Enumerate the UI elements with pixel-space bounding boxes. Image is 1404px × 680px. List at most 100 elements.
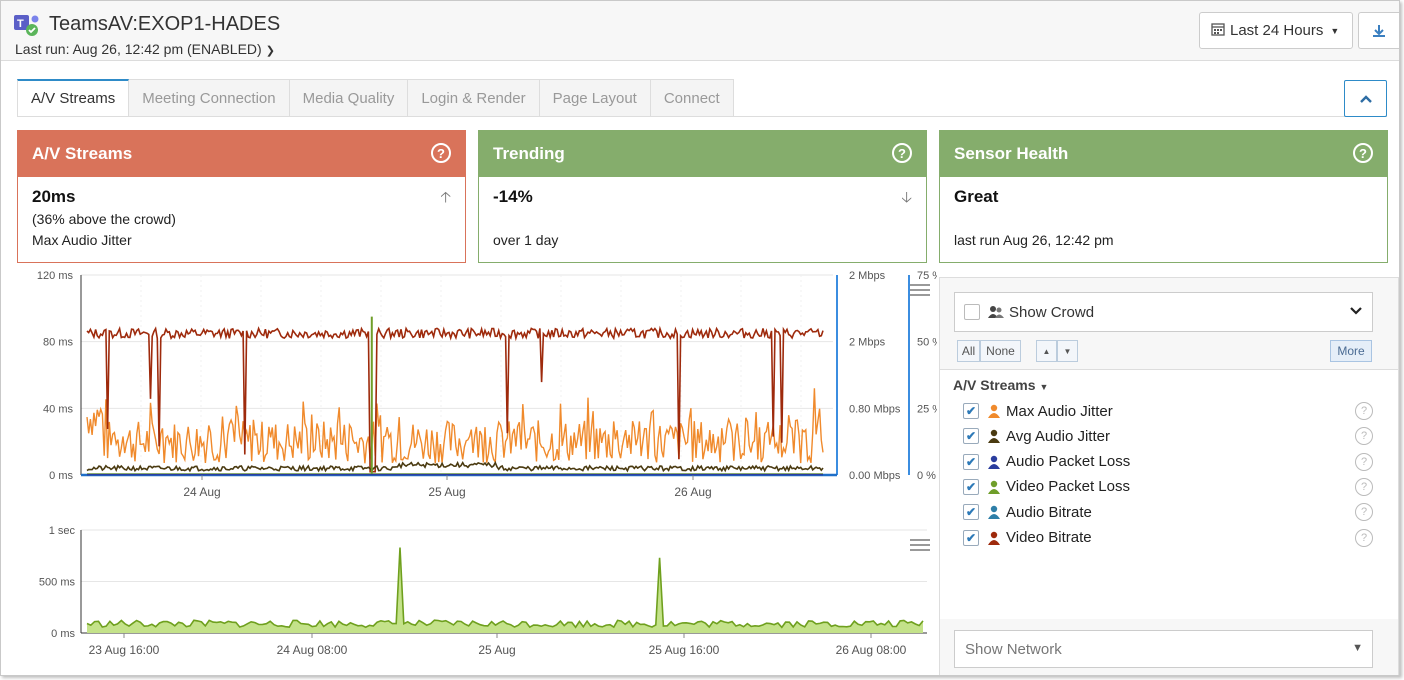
card-last-run: last run Aug 26, 12:42 pm: [954, 232, 1114, 248]
x-tick-label: 24 Aug 08:00: [277, 643, 348, 657]
select-all-button[interactable]: All: [957, 340, 980, 362]
x-tick-label: 25 Aug 16:00: [649, 643, 720, 657]
caret-down-icon: ▼: [1330, 25, 1340, 36]
tab-av-streams[interactable]: A/V Streams: [17, 79, 130, 117]
checkbox-checked-icon[interactable]: ✔: [963, 504, 979, 521]
x-tick-label: 25 Aug: [428, 485, 465, 499]
person-icon: [988, 430, 1000, 444]
card-header: A/V Streams ?: [18, 131, 465, 177]
tab-meeting-connection[interactable]: Meeting Connection: [129, 79, 290, 117]
tab-media-quality[interactable]: Media Quality: [289, 79, 409, 117]
more-button[interactable]: More: [1330, 340, 1372, 362]
y-right-tick-label: 0.00 Mbps: [849, 470, 901, 482]
metric-item[interactable]: ✔ Avg Audio Jitter?: [963, 425, 1373, 447]
arrow-down-icon: 🡣: [901, 189, 912, 206]
response-time-chart: 1 sec 500 ms 0 ms 23 Aug 16:00 24 Aug 08:00 2…: [17, 522, 937, 662]
show-crowd-label: Show Crowd: [1009, 303, 1095, 321]
metrics-panel: Show Crowd All None ▲ ▼ More A/V Streams…: [939, 277, 1399, 675]
card-header: Trending ?: [479, 131, 926, 177]
x-tick-label: 23 Aug 16:00: [89, 643, 160, 657]
arrow-up-icon: 🡡: [440, 189, 451, 206]
divider: [940, 369, 1398, 370]
checkbox-checked-icon[interactable]: ✔: [963, 403, 979, 419]
av-streams-chart: 120 ms 2 Mbps 75 % 80 ms 2 Mbps 50 % 40 ms 0.80…: [17, 267, 942, 507]
help-icon[interactable]: ?: [1355, 528, 1373, 547]
tab-login-render[interactable]: Login & Render: [408, 79, 540, 117]
caret-down-icon: ▼: [1063, 346, 1072, 356]
time-range-dropdown[interactable]: Last 24 Hours ▼: [1199, 12, 1353, 49]
av-streams-card: A/V Streams ? 20ms 🡡 (36% above the crow…: [17, 130, 466, 263]
series-area-fill: [87, 547, 923, 633]
time-range-label: Last 24 Hours: [1230, 22, 1324, 39]
metric-item[interactable]: ✔ Audio Packet Loss?: [963, 451, 1373, 473]
teams-logo-icon: T: [14, 15, 39, 36]
checkbox-checked-icon[interactable]: ✔: [963, 453, 979, 470]
group-title: A/V Streams: [953, 377, 1036, 393]
chevron-down-icon: [1349, 303, 1363, 319]
calendar-icon: [1211, 22, 1225, 40]
help-icon[interactable]: ?: [1355, 503, 1373, 522]
chart-menu-icon[interactable]: [910, 284, 930, 298]
select-none-button[interactable]: None: [980, 340, 1021, 362]
trending-card: Trending ? -14% 🡣 over 1 day: [478, 130, 927, 263]
tab-connect[interactable]: Connect: [650, 79, 734, 117]
help-icon[interactable]: ?: [1355, 427, 1373, 446]
metric-list: A/V Streams ▼ ✔ Max Audio Jitter? ✔ Avg Audi…: [940, 370, 1398, 619]
metric-item[interactable]: ✔ Video Bitrate?: [963, 527, 1373, 549]
group-toggle[interactable]: A/V Streams ▼: [953, 377, 1048, 393]
x-tick-label: 26 Aug 08:00: [836, 643, 907, 657]
content-area: A/V Streams Meeting Connection Media Qua…: [3, 62, 1399, 675]
checkbox-checked-icon[interactable]: ✔: [963, 529, 979, 546]
y-right2-tick-label: 75 %: [917, 270, 937, 282]
card-title: A/V Streams: [32, 144, 133, 163]
card-metric: Max Audio Jitter: [32, 232, 132, 248]
metric-item[interactable]: ✔ Max Audio Jitter?: [963, 400, 1373, 422]
card-value: -14%: [493, 187, 533, 206]
help-icon[interactable]: ?: [1353, 143, 1373, 163]
help-icon[interactable]: ?: [1355, 402, 1373, 420]
help-icon[interactable]: ?: [1355, 452, 1373, 471]
y-tick-label: 1 sec: [49, 525, 76, 537]
sensor-health-card: Sensor Health ? Great last run Aug 26, 1…: [939, 130, 1388, 263]
last-run-toggle[interactable]: Last run: Aug 26, 12:42 pm (ENABLED) ❯: [15, 41, 275, 57]
card-detail: (36% above the crowd): [32, 211, 176, 227]
svg-text:T: T: [17, 18, 24, 30]
card-value: 20ms: [32, 187, 76, 206]
metric-item[interactable]: ✔ Video Packet Loss?: [963, 476, 1373, 498]
x-tick-label: 24 Aug: [183, 485, 220, 499]
person-icon: [988, 531, 1000, 545]
move-down-button[interactable]: ▼: [1057, 340, 1078, 362]
show-crowd-checkbox[interactable]: [964, 304, 980, 320]
av-streams-chart-svg: 120 ms 2 Mbps 75 % 80 ms 2 Mbps 50 % 40 ms 0.80…: [37, 270, 942, 499]
collapse-button[interactable]: [1344, 80, 1387, 117]
x-tick-label: 26 Aug: [674, 485, 711, 499]
help-icon[interactable]: ?: [1355, 477, 1373, 496]
y-tick-label: 80 ms: [43, 337, 73, 349]
metric-label: Audio Bitrate: [1006, 503, 1092, 521]
person-icon: [988, 455, 1000, 469]
help-icon[interactable]: ?: [892, 143, 912, 163]
show-crowd-dropdown[interactable]: Show Crowd: [954, 292, 1373, 332]
tab-divider: [17, 116, 1387, 117]
show-network-dropdown[interactable]: Show Network ▼: [954, 630, 1373, 668]
card-value: Great: [954, 187, 999, 206]
chevron-up-icon: [1359, 94, 1372, 103]
y-right-tick-label: 2 Mbps: [849, 270, 886, 282]
tab-bar: A/V Streams Meeting Connection Media Qua…: [17, 79, 734, 117]
metric-item[interactable]: ✔ Audio Bitrate?: [963, 501, 1373, 523]
move-up-button[interactable]: ▲: [1036, 340, 1057, 362]
checkbox-checked-icon[interactable]: ✔: [963, 428, 979, 445]
y-tick-label: 0 ms: [51, 628, 75, 640]
series-avg-audio-jitter: [86, 460, 824, 473]
tab-page-layout[interactable]: Page Layout: [539, 79, 651, 117]
card-header: Sensor Health ?: [940, 131, 1387, 177]
person-icon: [988, 480, 1000, 494]
help-icon[interactable]: ?: [431, 143, 451, 163]
checkbox-checked-icon[interactable]: ✔: [963, 478, 979, 495]
chart-menu-icon[interactable]: [910, 539, 930, 553]
download-button[interactable]: [1358, 12, 1399, 49]
y-right2-tick-label: 0 %: [917, 470, 936, 482]
y-tick-label: 500 ms: [39, 577, 76, 589]
card-period: over 1 day: [493, 232, 559, 248]
